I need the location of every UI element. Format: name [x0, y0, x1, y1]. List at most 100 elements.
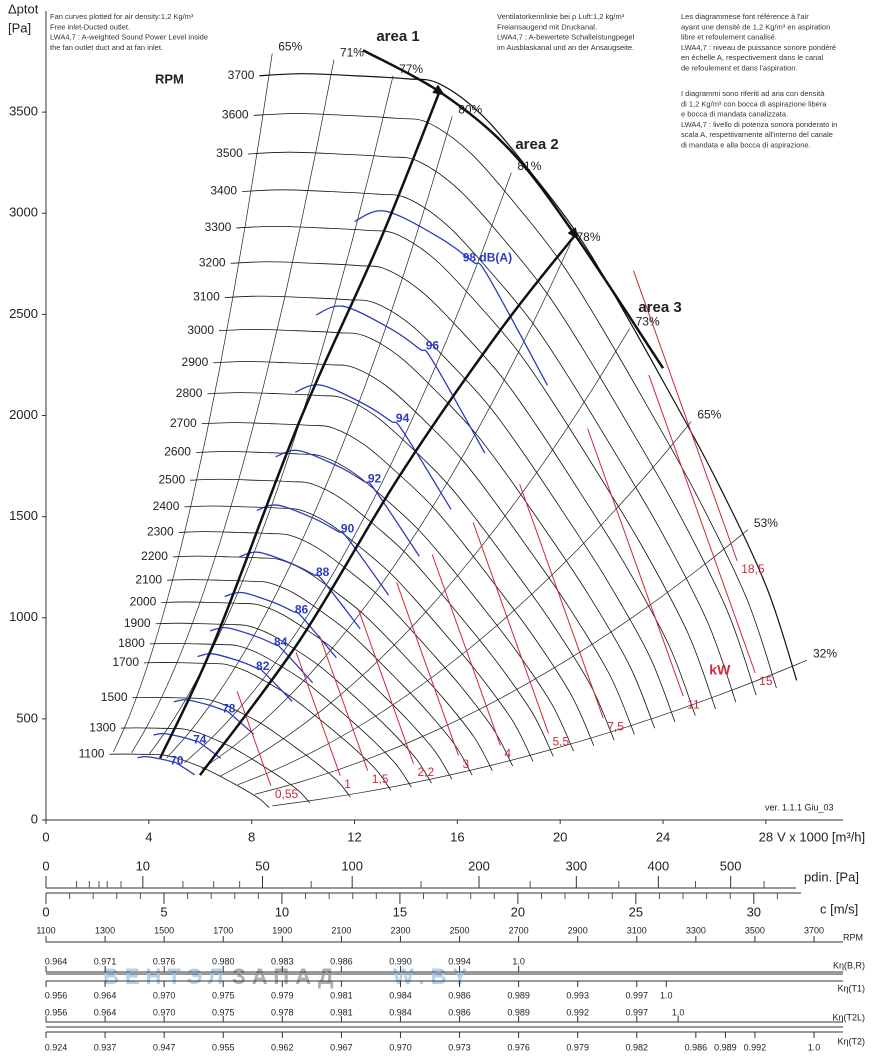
k-row-label: 0.982 [626, 1042, 649, 1052]
x-tick-label: 8 [248, 829, 255, 844]
k-row-label: 0.975 [212, 1007, 235, 1017]
rpm-label: 1800 [118, 636, 145, 650]
x-tick-label: 0 [42, 829, 49, 844]
rpm-label: 1700 [112, 655, 139, 669]
x-tick-label: 16 [450, 829, 464, 844]
k-row-label: 1.0 [808, 1042, 821, 1052]
sound-label: 92 [368, 471, 382, 485]
rpm-row-label: 1900 [272, 925, 292, 935]
note-line: Freiansaugend mit Druckanal. [497, 22, 597, 31]
efficiency-curve [131, 59, 335, 753]
sound-curve [197, 653, 293, 702]
sound-curve [224, 591, 337, 659]
rpm-label: 1100 [79, 746, 105, 760]
rpm-row-label: 3100 [627, 925, 647, 935]
k-row-label: 0.990 [389, 956, 412, 966]
k-row-label: 0.955 [212, 1042, 235, 1052]
c-tick-label: 20 [511, 904, 525, 919]
k-row-label: 0.984 [389, 990, 412, 1000]
efficiency-curve [112, 53, 273, 753]
rpm-label: 3700 [228, 68, 255, 82]
sound-label: 96 [426, 338, 440, 352]
k-row-label: 1.0 [672, 1007, 685, 1017]
x-tick-label: 28 [759, 829, 773, 844]
sound-label: 70 [170, 754, 184, 768]
rpm-row-label: 3300 [686, 925, 706, 935]
y-tick-label: 500 [16, 710, 38, 725]
k-row-label: 0.947 [153, 1042, 176, 1052]
k-row-label: 0.970 [153, 990, 176, 1000]
efficiency-label: 78% [576, 230, 600, 244]
k-row-name: Kη(B,R) [833, 960, 865, 970]
k-row-label: 0.994 [448, 956, 471, 966]
rpm-label: 2700 [170, 416, 197, 430]
x-tick-label: 12 [347, 829, 361, 844]
rpm-label: 1300 [89, 720, 116, 734]
k-row-label: 0.956 [45, 990, 68, 1000]
sound-label: 98 dB(A) [463, 251, 512, 265]
rpm-curve [167, 579, 473, 776]
k-row-label: 0.997 [626, 1007, 649, 1017]
sound-curve [315, 305, 486, 454]
k-row-label: 0.975 [212, 990, 235, 1000]
efficiency-curve [237, 421, 692, 786]
k-row-label: 0.970 [389, 1042, 412, 1052]
efficiency-curve [272, 659, 808, 807]
power-label: 7,5 [607, 719, 624, 733]
rpm-curve [224, 295, 676, 723]
rpm-row-label: 2300 [390, 925, 410, 935]
k-row-label: 0.986 [330, 956, 353, 966]
arrowhead [567, 227, 579, 241]
note-line: libre et refoulement canalisé. [681, 33, 777, 42]
note-line: scala A, respettivamente all'interno del… [681, 130, 833, 139]
c-tick-label: 10 [275, 904, 289, 919]
pdin-tick-label: 300 [565, 858, 587, 873]
k-row-label: 0.967 [330, 1042, 353, 1052]
k-row-label: 0.983 [271, 956, 294, 966]
rpm-row-label: 1700 [213, 925, 233, 935]
k-row-name: Kη(T2) [837, 1036, 865, 1046]
sound-label: 84 [274, 635, 288, 649]
rpm-curve [195, 451, 574, 752]
k-row-label: 0.989 [507, 990, 530, 1000]
note-line: LWA4,7 : A-bewertete Schalleistungpegel [497, 33, 634, 42]
k-row-label: 0.992 [744, 1042, 767, 1052]
rpm-label: 2100 [135, 572, 162, 586]
note-line: Free inlet-Ducted outlet. [50, 22, 130, 31]
k-row-label: 0.970 [153, 1007, 176, 1017]
c-label: c [m/s] [820, 901, 858, 916]
power-label: 11 [687, 697, 700, 711]
power-line [295, 652, 341, 776]
rpm-curve [144, 662, 392, 791]
rpm-row-label: 1500 [154, 925, 174, 935]
efficiency-curve [184, 172, 512, 764]
k-row-label: 0.978 [271, 1007, 294, 1017]
pdin-tick-label: 200 [468, 858, 490, 873]
sound-label: 78 [222, 701, 236, 715]
power-line [587, 428, 684, 697]
sound-curve [209, 626, 314, 684]
sound-label: 86 [295, 602, 309, 616]
pdin-label: pdin. [Pa] [804, 869, 859, 884]
rpm-label: 3200 [199, 255, 226, 269]
power-line [236, 691, 272, 786]
x-tick-label: 4 [145, 829, 152, 844]
note-line: en échelle A, respectivement dans le can… [681, 53, 824, 62]
efficiency-label: 65% [697, 408, 721, 422]
rpm-curve [253, 113, 777, 689]
k-row-label: 0.962 [271, 1042, 294, 1052]
sound-label: 74 [193, 732, 207, 746]
rpm-curve [172, 555, 493, 771]
rpm-curve [149, 642, 412, 788]
rpm-label: 1900 [124, 616, 151, 630]
x-label: V x 1000 [m³/h] [777, 829, 865, 844]
c-tick-label: 5 [160, 904, 167, 919]
efficiency-label: 81% [517, 159, 541, 173]
power-line [396, 582, 459, 756]
rpm-curve [132, 696, 351, 798]
k-row-label: 0.981 [330, 1007, 353, 1017]
area-curve [159, 89, 442, 759]
power-title: kW [709, 661, 731, 677]
rpm-curve [259, 73, 798, 681]
